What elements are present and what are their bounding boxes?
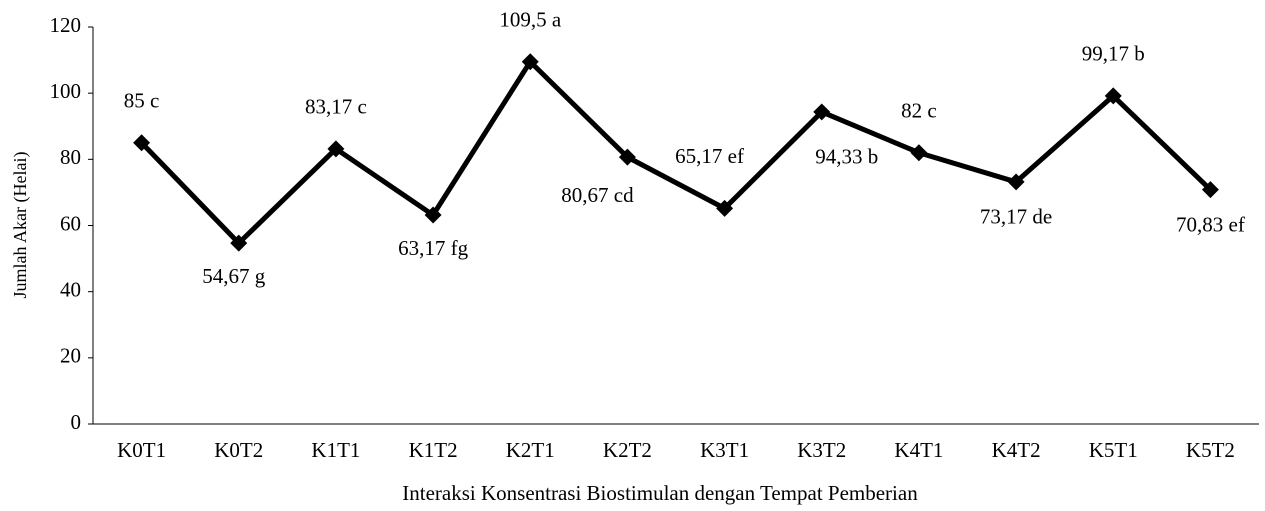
- data-label: 82 c: [901, 99, 937, 123]
- marker: [230, 234, 248, 252]
- marker: [327, 140, 345, 158]
- y-tick-label: 0: [71, 410, 82, 434]
- x-tick-label: K4T1: [894, 438, 943, 462]
- x-tick-label: K0T1: [117, 438, 166, 462]
- x-tick-label: K0T2: [214, 438, 263, 462]
- x-tick-label: K4T2: [992, 438, 1041, 462]
- x-tick-label: K3T2: [797, 438, 846, 462]
- marker: [716, 199, 734, 217]
- data-label: 70,83 ef: [1176, 212, 1245, 236]
- marker: [1007, 173, 1025, 191]
- x-tick-label: K2T1: [506, 438, 555, 462]
- y-tick-label: 120: [50, 13, 82, 37]
- data-label: 73,17 de: [980, 205, 1052, 229]
- data-label: 80,67 cd: [561, 183, 634, 207]
- data-label: 85 c: [124, 89, 160, 113]
- y-tick-label: 20: [60, 344, 81, 368]
- marker: [910, 144, 928, 162]
- y-tick-label: 80: [60, 145, 81, 169]
- marker: [618, 148, 636, 166]
- marker: [813, 103, 831, 121]
- y-tick-label: 40: [60, 277, 81, 301]
- data-label: 99,17 b: [1082, 42, 1145, 66]
- data-label: 94,33 b: [815, 145, 878, 169]
- data-line: [139, 59, 1213, 246]
- data-label: 65,17 ef: [675, 144, 744, 168]
- marker: [133, 134, 151, 152]
- x-tick-label: K1T2: [409, 438, 458, 462]
- marker: [521, 53, 539, 71]
- x-tick-label: K3T1: [700, 438, 749, 462]
- x-tick-label: K5T2: [1186, 438, 1235, 462]
- data-label: 54,67 g: [202, 264, 266, 288]
- data-label: 83,17 c: [305, 95, 367, 119]
- y-tick-label: 60: [60, 211, 81, 235]
- x-tick-label: K1T1: [311, 438, 360, 462]
- x-tick-label: K2T2: [603, 438, 652, 462]
- x-tick-label: K5T1: [1089, 438, 1138, 462]
- data-label: 109,5 a: [499, 8, 562, 32]
- x-axis-title: Interaksi Konsentrasi Biostimulan dengan…: [402, 481, 918, 505]
- data-label: 63,17 fg: [398, 236, 468, 260]
- y-axis-title: Jumlah Akar (Helai): [10, 152, 31, 299]
- y-tick-label: 100: [50, 79, 82, 103]
- marker: [424, 206, 442, 224]
